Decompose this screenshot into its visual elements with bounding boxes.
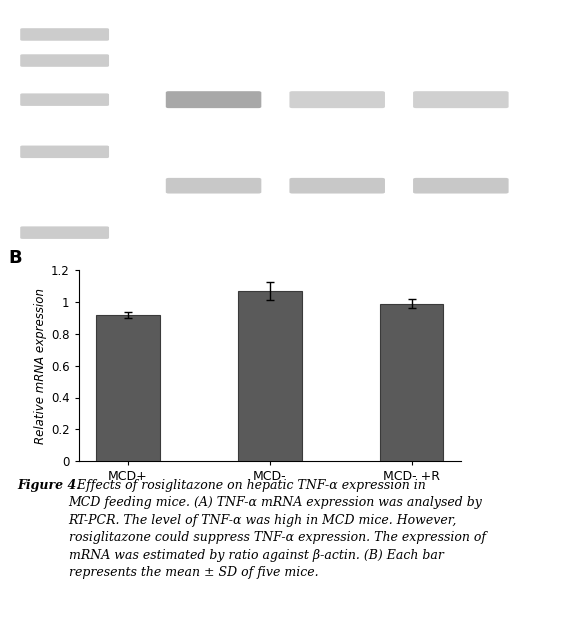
Text: Figure 4.: Figure 4. bbox=[17, 479, 80, 492]
FancyBboxPatch shape bbox=[413, 178, 509, 193]
Bar bbox=[238, 291, 302, 461]
FancyBboxPatch shape bbox=[20, 28, 109, 41]
FancyBboxPatch shape bbox=[20, 226, 109, 239]
FancyBboxPatch shape bbox=[20, 93, 109, 106]
Text: B: B bbox=[8, 249, 22, 267]
FancyBboxPatch shape bbox=[20, 146, 109, 158]
FancyBboxPatch shape bbox=[166, 91, 261, 108]
FancyBboxPatch shape bbox=[20, 54, 109, 67]
FancyBboxPatch shape bbox=[166, 178, 261, 193]
Y-axis label: Relative mRNA expression: Relative mRNA expression bbox=[34, 287, 47, 444]
Bar bbox=[380, 303, 443, 461]
FancyBboxPatch shape bbox=[289, 178, 385, 193]
Text: Effects of rosiglitazone on hepatic TNF-α expression in
MCD feeding mice. (A) TN: Effects of rosiglitazone on hepatic TNF-… bbox=[69, 479, 486, 579]
Bar bbox=[96, 315, 160, 461]
FancyBboxPatch shape bbox=[413, 91, 509, 108]
FancyBboxPatch shape bbox=[289, 91, 385, 108]
